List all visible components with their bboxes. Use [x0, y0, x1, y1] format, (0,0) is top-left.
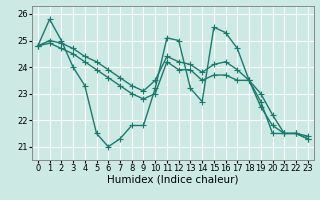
X-axis label: Humidex (Indice chaleur): Humidex (Indice chaleur) [107, 175, 238, 185]
